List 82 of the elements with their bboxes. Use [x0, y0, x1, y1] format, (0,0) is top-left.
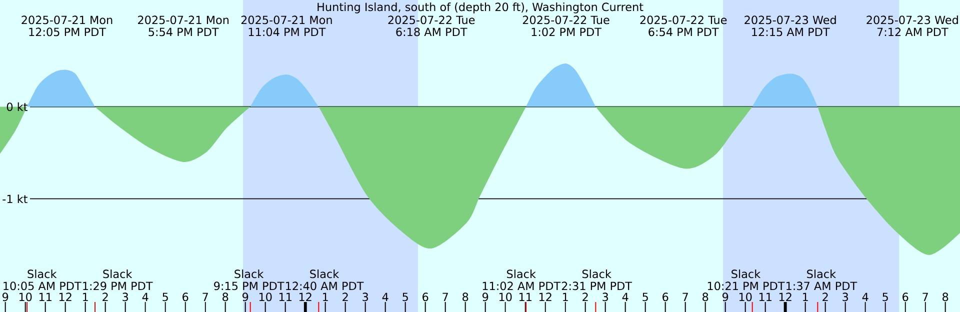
x-tick-label: 5: [882, 292, 888, 302]
x-tick-label: 2: [822, 292, 828, 301]
x-tick-label: 8: [462, 292, 468, 302]
annotation: 6:18 AM PDT: [396, 28, 468, 36]
annotation: 9:15 PM PDT: [214, 282, 284, 290]
x-tick-label: 10: [19, 292, 32, 302]
x-tick-label: 5: [642, 292, 648, 302]
annotation: Slack: [310, 269, 340, 278]
annotation: 2025-07-22 Tue: [640, 16, 727, 24]
x-tick-label: 6: [902, 292, 908, 302]
x-tick-label: 8: [702, 292, 708, 302]
x-tick-label: 6: [422, 292, 428, 302]
x-tick-label: 11: [759, 292, 772, 301]
annotation: 10:21 PM PDT: [708, 282, 785, 290]
x-tick-label: 9: [2, 292, 8, 302]
annotation: Slack: [28, 269, 57, 278]
annotation: Slack: [234, 269, 264, 278]
x-tick-label: 8: [222, 292, 228, 302]
annotation: 11:02 AM PDT: [482, 282, 561, 290]
x-tick-label: 8: [942, 292, 948, 302]
annotation: 2025-07-21 Mon: [241, 16, 332, 24]
x-tick-label: 3: [122, 292, 128, 302]
annotation: 2:31 PM PDT: [562, 282, 632, 290]
x-tick-label: 4: [862, 292, 868, 301]
x-tick-label: 3: [842, 292, 848, 302]
x-tick-label: 7: [922, 292, 928, 301]
annotation: 2025-07-21 Mon: [138, 16, 228, 24]
x-tick-label: 12: [299, 292, 312, 301]
annotation: 1:37 AM PDT: [786, 282, 858, 290]
annotation: Slack: [807, 269, 836, 278]
annotation: 7:12 AM PDT: [877, 28, 948, 36]
annotation: Slack: [103, 269, 132, 278]
annotation: 12:05 PM PDT: [29, 28, 106, 36]
x-tick-label: 9: [242, 292, 248, 302]
annotation: 2025-07-21 Mon: [22, 16, 112, 24]
x-tick-label: 7: [202, 292, 208, 301]
annotation: 2025-07-22 Tue: [388, 16, 475, 24]
annotation: 2025-07-23 Wed: [744, 15, 836, 24]
x-tick-label: 11: [39, 292, 52, 301]
annotation: 2025-07-22 Tue: [522, 16, 610, 24]
x-tick-label: 11: [519, 292, 532, 301]
x-tick-label: 4: [142, 292, 148, 301]
x-tick-label: 10: [739, 292, 752, 302]
annotation: 10:05 AM PDT: [4, 282, 82, 290]
annotation: 12:40 AM PDT: [286, 282, 364, 290]
annotation: 1:29 PM PDT: [83, 282, 153, 290]
x-tick-label: 2: [582, 292, 588, 301]
x-tick-label: 12: [539, 292, 552, 301]
x-tick-label: 2: [342, 292, 348, 301]
x-tick-label: 9: [722, 292, 728, 302]
x-tick-label: 4: [382, 292, 388, 301]
x-tick-label: 9: [482, 292, 488, 302]
x-tick-label: 5: [162, 292, 168, 302]
x-tick-label: 2: [102, 292, 108, 301]
x-tick-label: 12: [779, 292, 792, 301]
x-tick-label: 4: [622, 292, 628, 301]
annotation: Slack: [582, 269, 612, 278]
annotation: Slack: [506, 269, 536, 278]
x-tick-label: 12: [59, 292, 72, 301]
x-tick-label: 1: [83, 292, 88, 301]
x-tick-label: 3: [602, 292, 608, 302]
chart-title: Hunting Island, south of (depth 20 ft), Washington Current: [318, 2, 644, 14]
annotation: 6:54 PM PDT: [648, 28, 719, 36]
x-tick-label: 1: [323, 292, 328, 301]
x-tick-label: 5: [402, 292, 408, 302]
annotation: 1:02 PM PDT: [532, 28, 602, 36]
x-tick-label: 10: [259, 292, 272, 302]
annotation: 12:15 AM PDT: [752, 28, 830, 36]
x-tick-label: 6: [182, 292, 188, 302]
x-tick-label: 6: [662, 292, 668, 302]
annotation: Slack: [732, 269, 761, 278]
annotation: 5:54 PM PDT: [148, 28, 219, 36]
x-tick-label: 11: [279, 292, 292, 301]
x-tick-label: 3: [362, 292, 368, 302]
x-tick-label: 7: [682, 292, 688, 301]
annotation: 2025-07-23 Wed: [866, 15, 958, 24]
x-tick-label: 7: [442, 292, 448, 301]
x-tick-label: 10: [499, 292, 512, 302]
x-tick-label: 1: [563, 292, 568, 301]
annotation: 11:04 PM PDT: [248, 28, 326, 36]
y-tick-label: -1 kt: [2, 194, 28, 204]
x-tick-label: 1: [803, 292, 808, 301]
